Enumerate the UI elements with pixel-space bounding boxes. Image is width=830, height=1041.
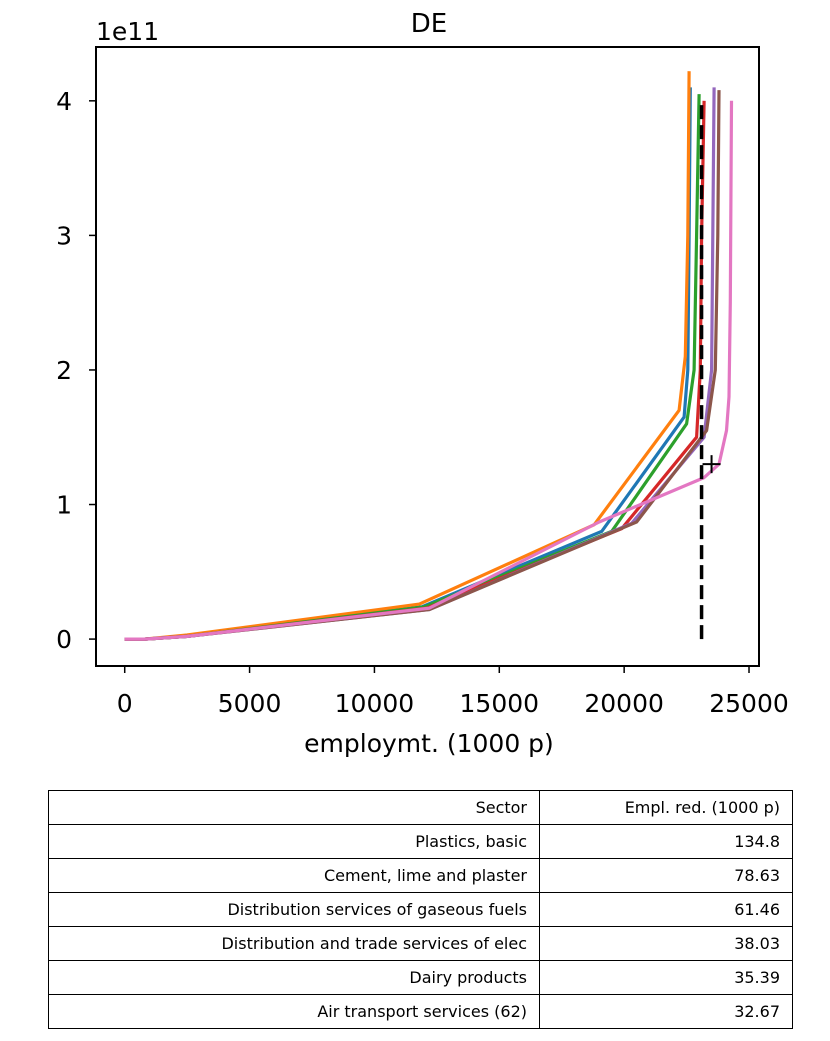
x-axis: 0 5000 10000 15000 20000 25000 (117, 666, 789, 718)
plot-frame (95, 46, 760, 667)
table-header-row: Sector Empl. red. (1000 p) (48, 790, 793, 825)
header-empl-red: Empl. red. (1000 p) (539, 790, 793, 825)
table-row: Plastics, basic 134.8 (48, 824, 793, 859)
chart-title: DE (411, 9, 447, 39)
y-tick-label: 4 (56, 87, 72, 116)
series-line-1 (124, 87, 692, 641)
series-line-5 (124, 87, 716, 641)
series-line-6 (124, 90, 721, 641)
chart: DE 1e11 0 5000 10000 15000 20000 25000 01234 … (56, 9, 789, 758)
cell-empl-red: 32.67 (539, 994, 793, 1029)
y-tick-label: 2 (56, 356, 72, 385)
table-row: Dairy products 35.39 (48, 960, 793, 995)
cell-empl-red: 134.8 (539, 824, 793, 859)
y-tick-label: 0 (56, 625, 72, 654)
table-row: Air transport services (62) 32.67 (48, 994, 793, 1029)
series-line-4 (124, 100, 706, 641)
plot-area (124, 71, 734, 641)
table-row: Distribution services of gaseous fuels 61… (48, 892, 793, 927)
x-axis-label: employmt. (1000 p) (304, 729, 554, 758)
x-tick-label: 20000 (584, 689, 664, 718)
cell-sector: Air transport services (62) (48, 994, 540, 1029)
y-tick-label: 3 (56, 221, 72, 250)
y-axis: 0 1 2 3 4 (56, 87, 96, 654)
header-sector: Sector (48, 790, 540, 825)
cell-empl-red: 38.03 (539, 926, 793, 961)
series-line-2 (124, 71, 691, 641)
cell-empl-red: 61.46 (539, 892, 793, 927)
x-tick-label: 15000 (460, 689, 540, 718)
x-tick-label: 25000 (709, 689, 789, 718)
series-line-7 (124, 100, 734, 641)
series-line-3 (124, 94, 701, 641)
cell-empl-red: 35.39 (539, 960, 793, 995)
cell-sector: Distribution and trade services of elec (48, 926, 540, 961)
x-tick-label: 5000 (218, 689, 282, 718)
cell-sector: Dairy products (48, 960, 540, 995)
table-row: Distribution and trade services of elec 3… (48, 926, 793, 961)
cell-empl-red: 78.63 (539, 858, 793, 893)
sector-table: Sector Empl. red. (1000 p) Plastics, basic… (48, 790, 793, 1029)
cell-sector: Distribution services of gaseous fuels (48, 892, 540, 927)
plus-marker (702, 455, 721, 474)
table-row: Cement, lime and plaster 78.63 (48, 858, 793, 893)
y-offset-label: 1e11 (96, 17, 159, 46)
cell-sector: Plastics, basic (48, 824, 540, 859)
cell-sector: Cement, lime and plaster (48, 858, 540, 893)
x-tick-label: 0 (117, 689, 133, 718)
y-tick-label: 1 (56, 491, 72, 520)
x-tick-label: 10000 (335, 689, 415, 718)
